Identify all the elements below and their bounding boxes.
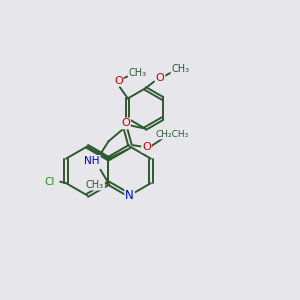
Text: NH: NH bbox=[84, 156, 100, 166]
Text: O: O bbox=[114, 76, 123, 85]
Text: CH₃: CH₃ bbox=[171, 64, 190, 74]
Text: O: O bbox=[156, 73, 164, 83]
Text: Cl: Cl bbox=[44, 177, 55, 187]
Text: O: O bbox=[142, 142, 151, 152]
Text: CH₃: CH₃ bbox=[129, 68, 147, 78]
Text: CH₂CH₃: CH₂CH₃ bbox=[155, 130, 188, 139]
Text: O: O bbox=[121, 118, 130, 128]
Text: CH₃: CH₃ bbox=[86, 180, 104, 190]
Text: N: N bbox=[125, 189, 134, 202]
